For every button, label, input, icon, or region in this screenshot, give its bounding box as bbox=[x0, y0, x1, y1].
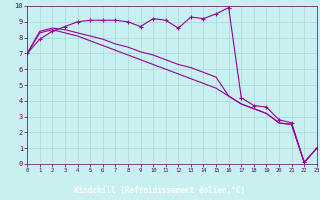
Text: Windchill (Refroidissement éolien,°C): Windchill (Refroidissement éolien,°C) bbox=[75, 186, 245, 194]
